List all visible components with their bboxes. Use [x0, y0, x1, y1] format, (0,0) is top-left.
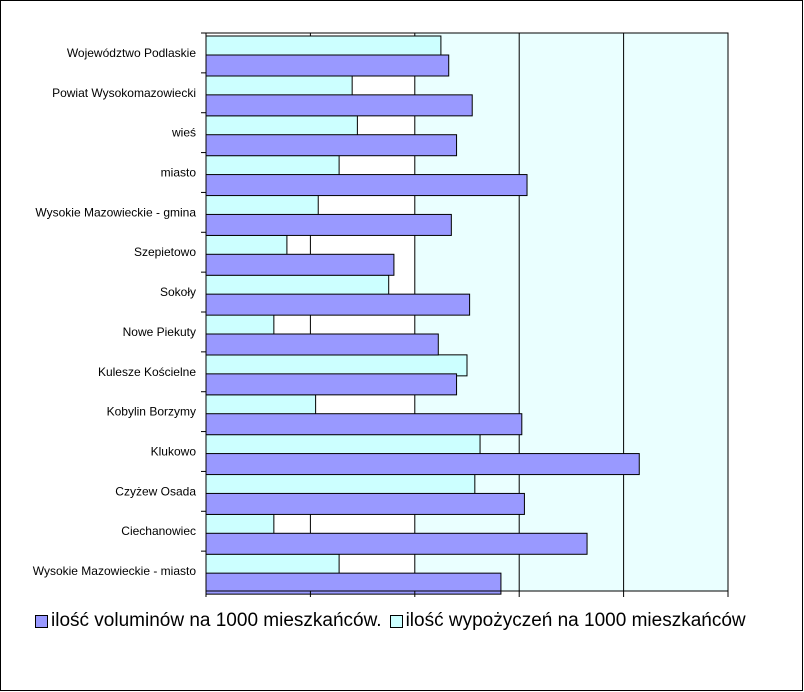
bar-volumes-5 [205, 373, 458, 396]
bar-loans-11 [205, 115, 358, 138]
bar-volumes-4 [205, 413, 523, 436]
bar-volumes-9 [205, 213, 452, 236]
bar-loans-0 [205, 553, 340, 576]
category-label-4: Kobylin Borzymy [107, 405, 196, 419]
bar-volumes-3 [205, 453, 640, 476]
bar-loans-4 [205, 394, 317, 417]
bar-loans-7 [205, 274, 390, 297]
category-labels: Wysokie Mazowieckie - miasto Ciechanowiec… [33, 46, 197, 578]
category-label-3: Klukowo [151, 445, 197, 459]
bar-loans-6 [205, 314, 275, 337]
bar-volumes-10 [205, 174, 528, 197]
bar-loans-12 [205, 75, 353, 98]
legend-item-volumes: ilość voluminów na 1000 mieszkańców. [35, 610, 382, 632]
bar-volumes-1 [205, 532, 588, 555]
legend-label-loans: ilość wypożyczeń na 1000 mieszkańców [405, 610, 746, 631]
category-label-10: miasto [161, 166, 197, 180]
bar-volumes-12 [205, 94, 473, 117]
legend-label-volumes: ilość voluminów na 1000 mieszkańców. [51, 610, 382, 631]
bar-volumes-6 [205, 333, 439, 356]
category-label-1: Ciechanowiec [121, 524, 196, 538]
bar-loans-13 [205, 35, 442, 58]
category-label-11: wieś [171, 126, 196, 140]
category-label-6: Nowe Piekuty [123, 325, 196, 339]
bar-volumes-2 [205, 492, 525, 515]
bar-loans-1 [205, 513, 275, 536]
category-label-5: Kulesze Kościelne [98, 365, 196, 379]
bar-volumes-11 [205, 134, 458, 157]
legend-swatch-volumes [35, 614, 48, 628]
category-label-7: Sokoły [160, 285, 196, 299]
bar-volumes-7 [205, 293, 471, 316]
legend-item-loans: ilość wypożyczeń na 1000 mieszkańców [389, 610, 746, 632]
bar-loans-10 [205, 155, 340, 178]
axes [201, 32, 729, 597]
bar-loans-3 [205, 434, 481, 457]
bar-group [205, 35, 640, 595]
bar-volumes-13 [205, 54, 450, 77]
category-label-8: Szepietowo [134, 245, 196, 259]
bar-loans-5 [205, 354, 468, 377]
bar-volumes-8 [205, 253, 395, 276]
category-label-0: Wysokie Mazowieckie - miasto [33, 564, 197, 578]
category-label-12: Powiat Wysokomazowiecki [52, 86, 196, 100]
bar-loans-9 [205, 194, 319, 217]
bar-chart: Wysokie Mazowieckie - miasto Ciechanowiec… [33, 32, 729, 597]
bar-loans-2 [205, 473, 476, 496]
legend: ilość voluminów na 1000 mieszkańców. ilo… [35, 609, 754, 633]
bar-loans-8 [205, 234, 288, 257]
category-label-13: Województwo Podlaskie [67, 46, 197, 60]
legend-swatch-loans [389, 614, 403, 628]
category-label-9: Wysokie Mazowieckie - gmina [35, 205, 196, 219]
category-label-2: Czyżew Osada [115, 484, 196, 498]
